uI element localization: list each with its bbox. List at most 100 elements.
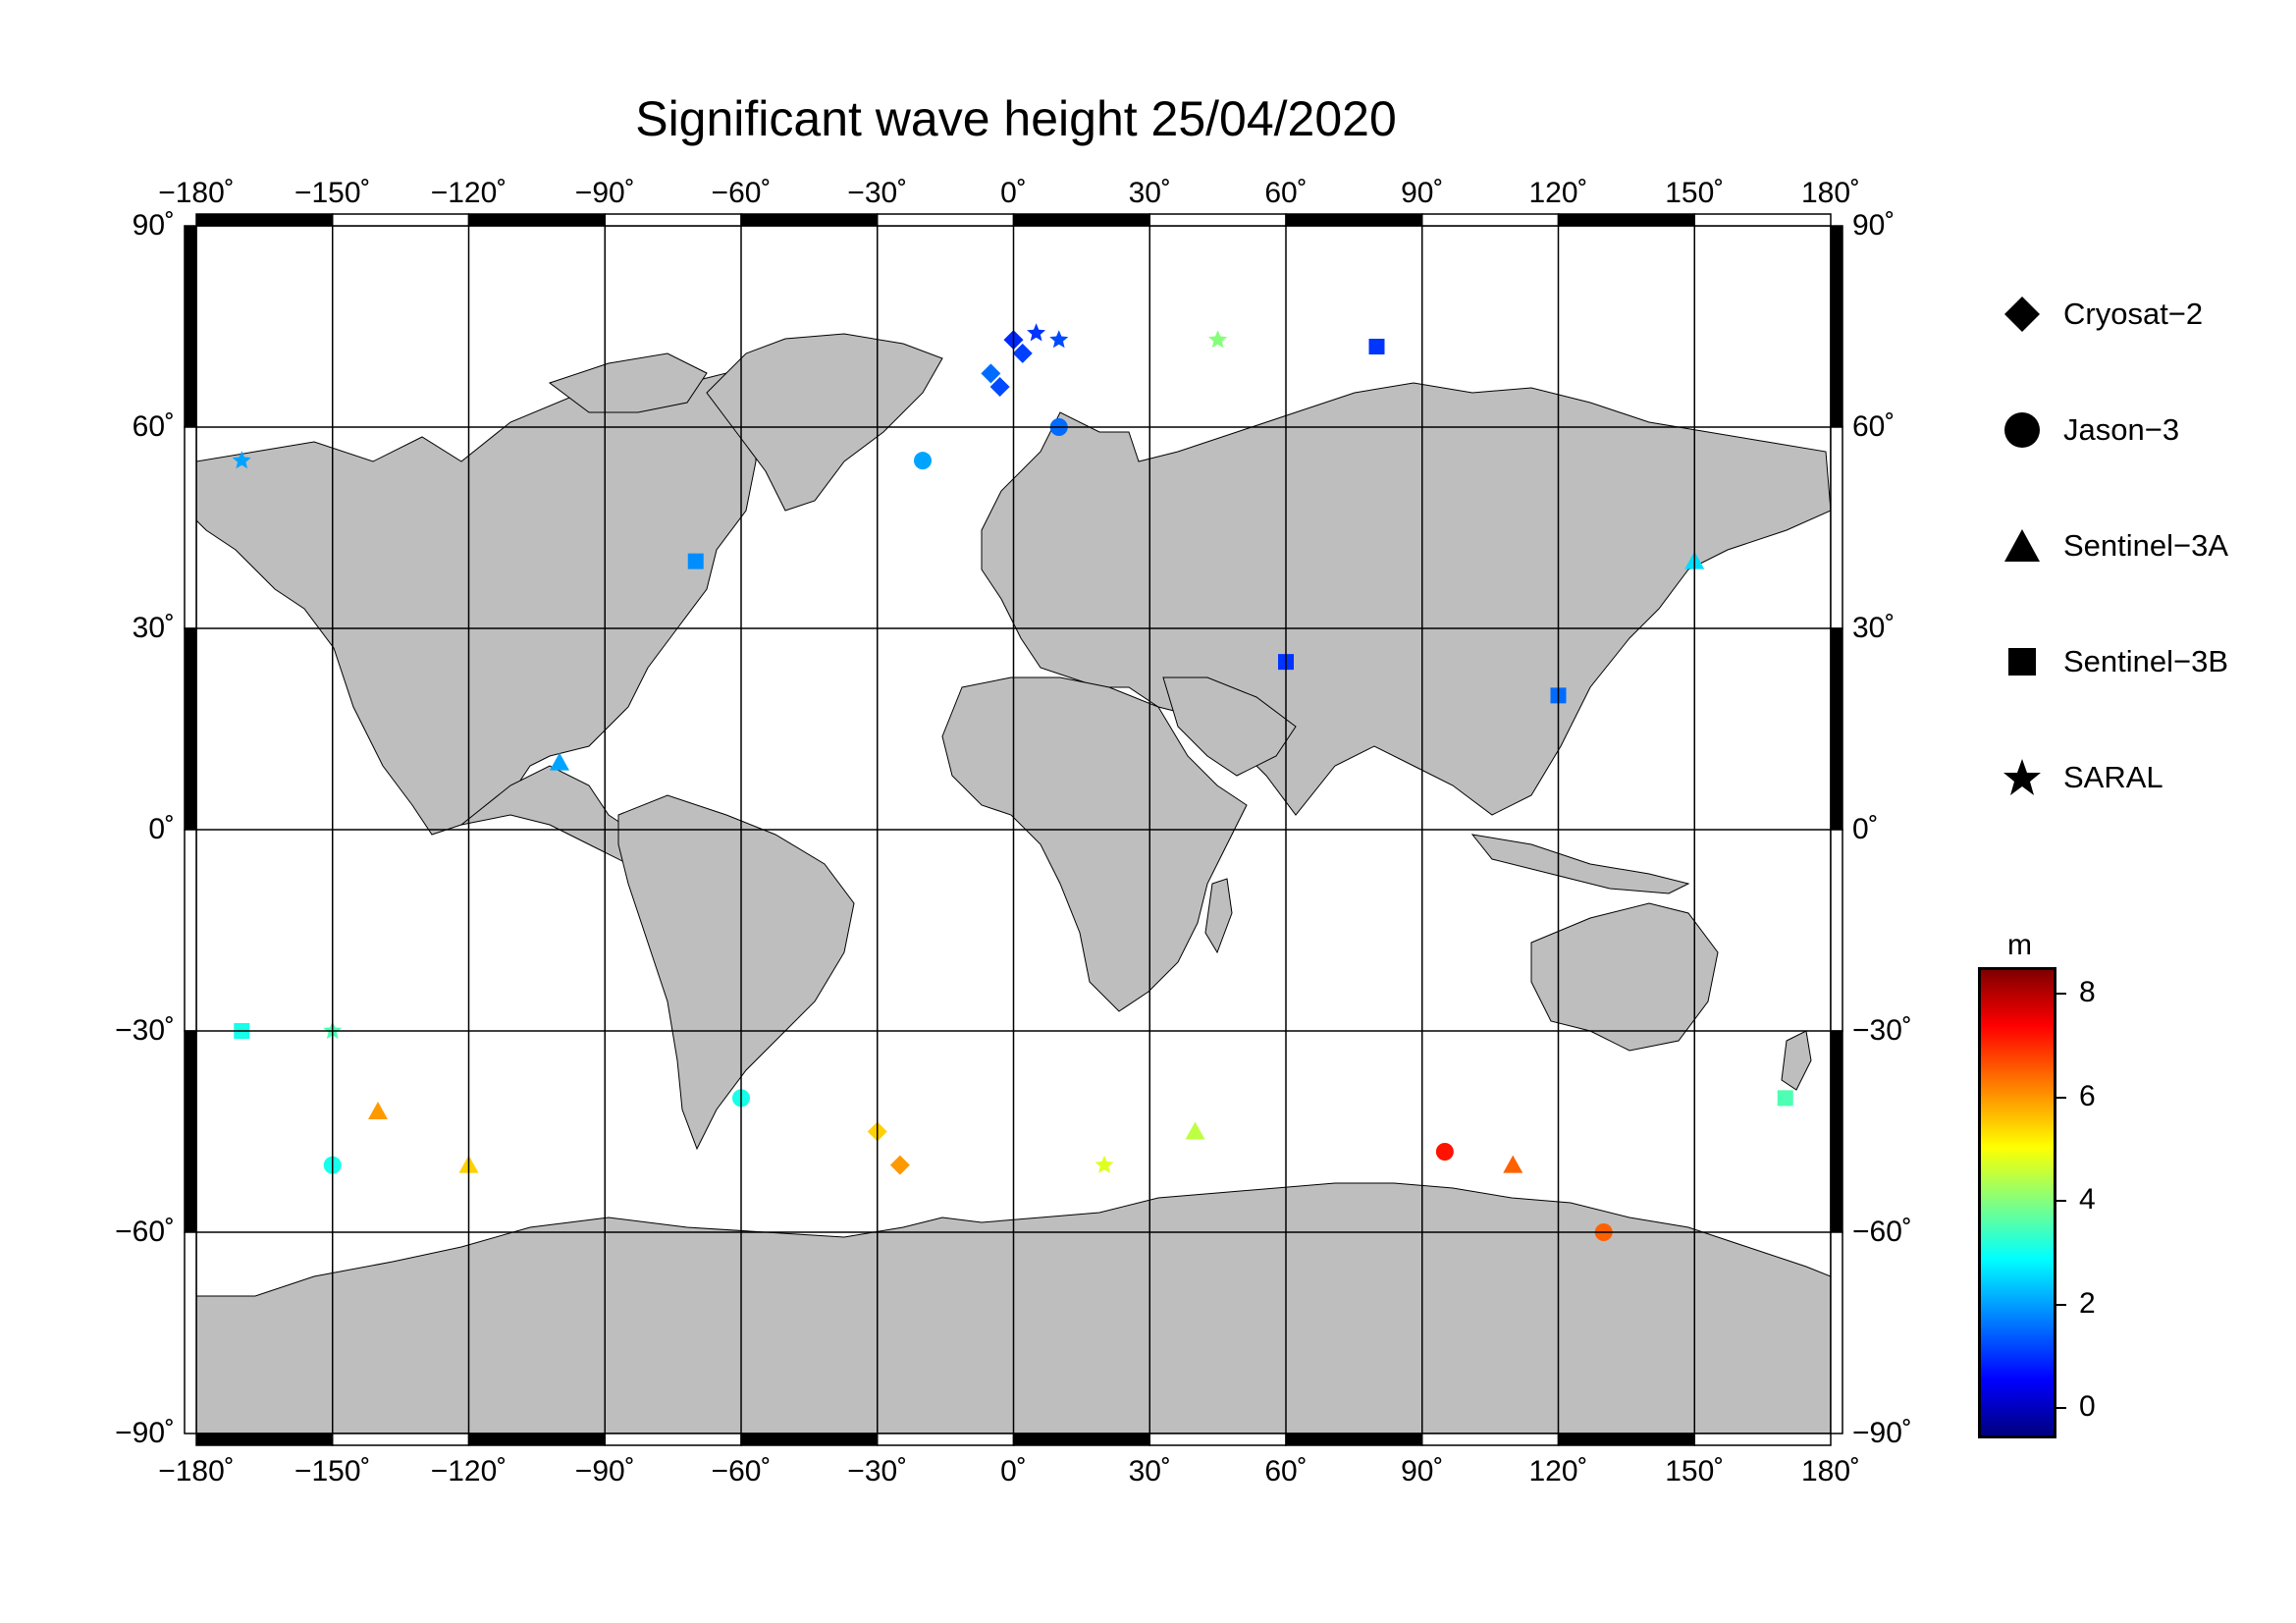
- lon-tick-label-bottom: −90˚: [574, 1455, 635, 1488]
- lon-tick-label-bottom: 60˚: [1264, 1455, 1308, 1488]
- frame-segment-top: [467, 213, 606, 227]
- colorbar-tick-label: 6: [2079, 1079, 2096, 1112]
- observation-marker: [550, 752, 569, 771]
- lon-tick-label-bottom: 120˚: [1528, 1455, 1588, 1488]
- lat-tick-label-left: 90˚: [132, 209, 175, 242]
- frame-segment-top: [195, 213, 334, 227]
- circle-icon: [2004, 412, 2040, 448]
- frame-segment-bottom: [332, 1433, 470, 1446]
- lat-tick-label-right: −30˚: [1852, 1014, 1912, 1047]
- lon-tick-label-bottom: −180˚: [158, 1455, 235, 1488]
- frame-segment-bottom: [1285, 1433, 1423, 1446]
- frame-segment-top: [1012, 213, 1150, 227]
- lon-tick-label-top: −90˚: [574, 177, 635, 209]
- legend-item-saral: SARAL: [2002, 758, 2258, 805]
- lat-tick-label-left: −90˚: [115, 1417, 175, 1449]
- colorbar-tick: [2056, 1096, 2066, 1099]
- lon-tick-label-top: −180˚: [158, 177, 235, 209]
- frame-segment-bottom: [1693, 1433, 1832, 1446]
- frame-segment-left: [184, 225, 197, 428]
- colorbar-tick-label: 8: [2079, 976, 2096, 1009]
- frame-segment-right: [1830, 627, 1843, 831]
- lon-tick-label-top: 60˚: [1264, 177, 1308, 209]
- lat-tick-label-left: −30˚: [115, 1014, 175, 1047]
- square-icon: [2008, 648, 2036, 676]
- frame-segment-bottom: [1012, 1433, 1150, 1446]
- observation-marker: [1435, 1143, 1454, 1161]
- colorbar-tick: [2056, 1303, 2066, 1306]
- frame-segment-bottom: [1148, 1433, 1287, 1446]
- frame-segment-right: [1830, 1030, 1843, 1233]
- frame-segment-bottom: [877, 1433, 1015, 1446]
- observation-marker: [1503, 1155, 1523, 1173]
- landmass-arabia: [1162, 676, 1297, 777]
- observation-marker: [1777, 1090, 1793, 1107]
- colorbar-tick: [2056, 1200, 2066, 1203]
- legend-label-sentinel-3a: Sentinel−3A: [2063, 528, 2229, 563]
- frame-segment-top: [604, 213, 742, 227]
- lat-tick-label-right: 0˚: [1852, 813, 1879, 845]
- observation-marker: [1208, 330, 1228, 349]
- frame-segment-left: [184, 1231, 197, 1434]
- lon-tick-label-top: 150˚: [1665, 177, 1725, 209]
- lat-tick-label-right: 30˚: [1852, 612, 1896, 644]
- colorbar-tick-label: 0: [2079, 1390, 2096, 1424]
- lat-tick-label-left: 60˚: [132, 410, 175, 443]
- frame-segment-bottom: [195, 1433, 334, 1446]
- observation-marker: [232, 451, 251, 469]
- landmass-arctic-islands: [548, 352, 708, 413]
- frame-segment-bottom: [604, 1433, 742, 1446]
- frame-segment-bottom: [467, 1433, 606, 1446]
- lon-tick-label-top: 120˚: [1528, 177, 1588, 209]
- observation-marker: [1049, 330, 1069, 349]
- frame-segment-left: [184, 1030, 197, 1233]
- lat-tick-label-left: 30˚: [132, 612, 175, 644]
- frame-segment-right: [1830, 426, 1843, 629]
- lat-tick-label-right: 60˚: [1852, 410, 1896, 443]
- colorbar-tick: [2056, 993, 2066, 996]
- lon-tick-label-bottom: 180˚: [1800, 1455, 1861, 1488]
- observation-marker: [981, 363, 1001, 384]
- legend-label-sentinel-3b: Sentinel−3B: [2063, 644, 2229, 678]
- triangle-icon: [2004, 529, 2040, 562]
- frame-segment-top: [1421, 213, 1560, 227]
- lon-tick-label-bottom: −120˚: [430, 1455, 507, 1488]
- observation-marker: [368, 1102, 388, 1119]
- frame-segment-top: [1693, 213, 1832, 227]
- lat-tick-label-right: 90˚: [1852, 209, 1896, 242]
- landmass-south-america: [617, 794, 855, 1151]
- frame-segment-top: [877, 213, 1015, 227]
- frame-segment-top: [740, 213, 879, 227]
- lat-tick-label-left: −60˚: [115, 1216, 175, 1248]
- legend-label-cryosat: Cryosat−2: [2063, 297, 2204, 331]
- lon-tick-label-top: −150˚: [294, 177, 371, 209]
- frame-segment-right: [1830, 1231, 1843, 1434]
- frame-segment-top: [332, 213, 470, 227]
- observation-marker: [889, 1155, 910, 1175]
- frame-segment-bottom: [1421, 1433, 1560, 1446]
- frame-segment-right: [1830, 225, 1843, 428]
- frame-segment-left: [184, 627, 197, 831]
- lon-tick-label-bottom: −150˚: [294, 1455, 371, 1488]
- legend-label-jason: Jason−3: [2063, 412, 2180, 447]
- lon-tick-label-bottom: −60˚: [711, 1455, 772, 1488]
- colorbar-tick: [2056, 1407, 2066, 1410]
- observation-marker: [1368, 339, 1385, 354]
- frame-segment-left: [184, 426, 197, 629]
- star-icon: [2003, 759, 2041, 795]
- observation-marker: [1095, 1155, 1114, 1173]
- landmass-australia: [1530, 902, 1719, 1052]
- lon-tick-label-bottom: 30˚: [1128, 1455, 1171, 1488]
- colorbar-tick-label: 2: [2079, 1286, 2096, 1320]
- lat-tick-label-left: 0˚: [148, 813, 175, 845]
- diamond-icon: [2004, 297, 2040, 332]
- frame-segment-top: [1285, 213, 1423, 227]
- legend-label-saral: SARAL: [2063, 760, 2163, 794]
- frame-segment-top: [1148, 213, 1287, 227]
- map-title: Significant wave height 25/04/2020: [635, 91, 1397, 146]
- legend-item-cryosat: Cryosat−2: [2002, 295, 2258, 342]
- colorbar-tick-label: 4: [2079, 1183, 2096, 1217]
- legend-item-sentinel-3a: Sentinel−3A: [2002, 526, 2258, 573]
- frame-segment-bottom: [740, 1433, 879, 1446]
